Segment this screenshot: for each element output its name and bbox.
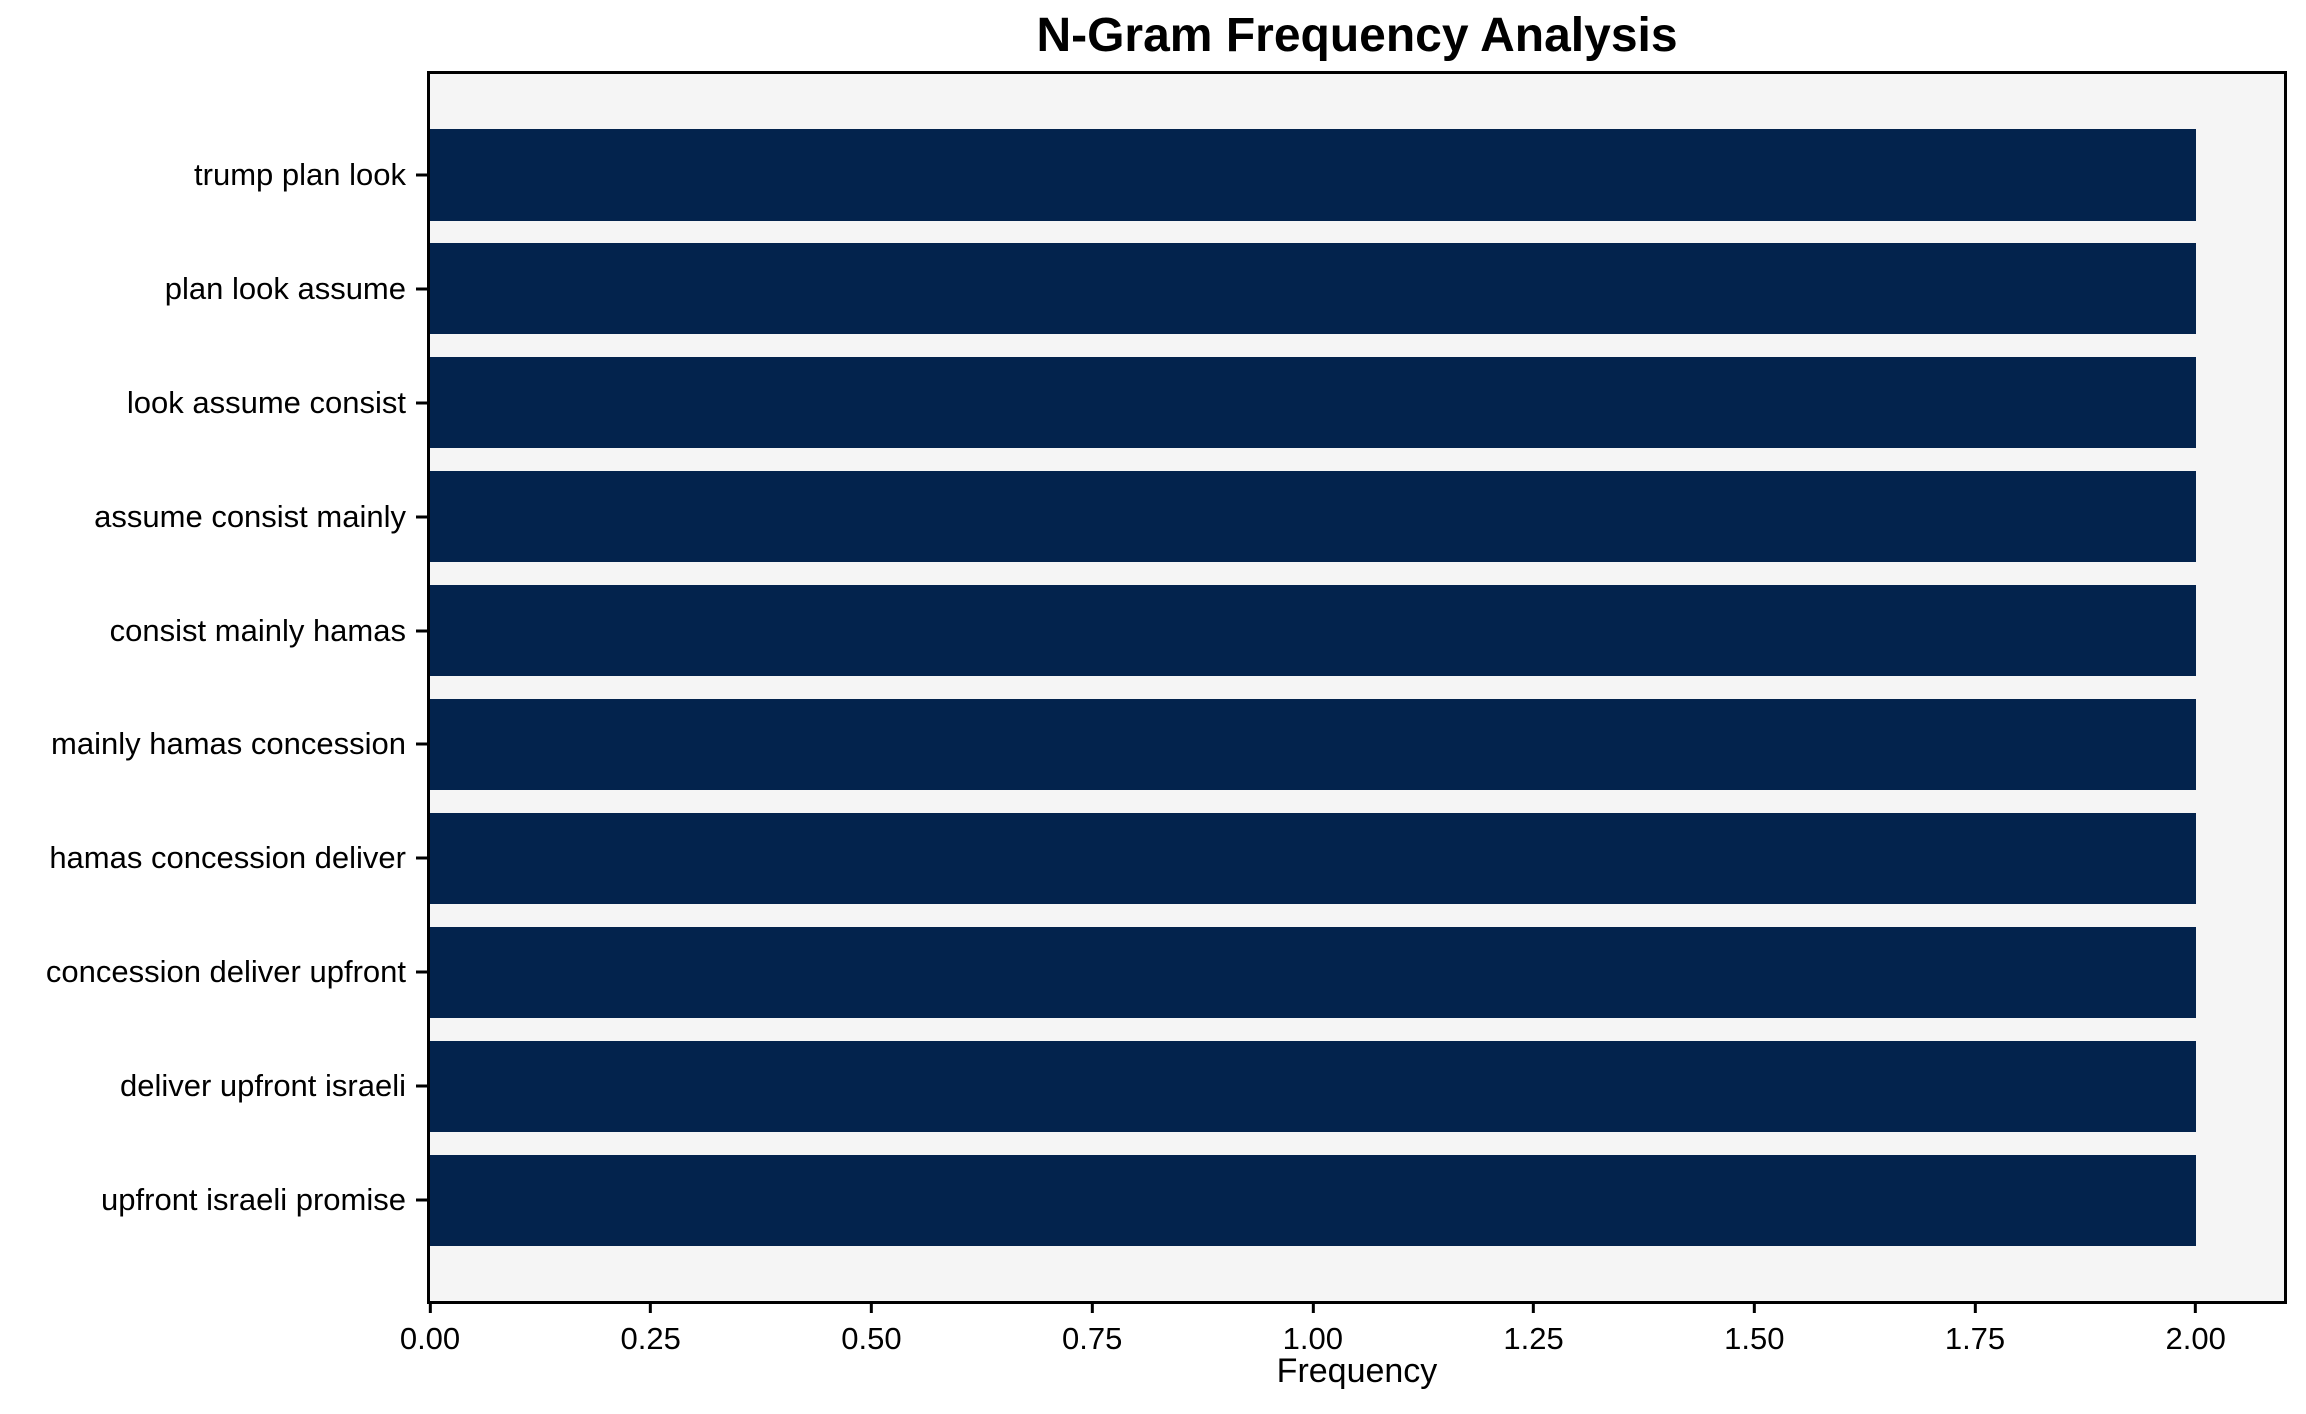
bar bbox=[430, 812, 2196, 904]
y-tick-mark bbox=[416, 629, 430, 633]
x-tick: 1.75 bbox=[1945, 1301, 2005, 1357]
bar-row: concession deliver upfront bbox=[46, 915, 2284, 1029]
x-tick: 1.00 bbox=[1283, 1301, 1343, 1357]
bar bbox=[430, 698, 2196, 791]
bar bbox=[430, 129, 2196, 221]
y-tick-mark bbox=[416, 742, 430, 746]
x-tick-mark bbox=[428, 1301, 432, 1313]
y-tick-label: concession deliver upfront bbox=[45, 954, 406, 990]
bar-row: hamas concession deliver bbox=[49, 801, 2284, 915]
y-tick-label: plan look assume bbox=[164, 270, 406, 306]
x-tick: 0.75 bbox=[1062, 1301, 1122, 1357]
x-tick-mark bbox=[2194, 1301, 2198, 1313]
y-tick-label: assume consist mainly bbox=[94, 498, 406, 534]
x-tick: 0.50 bbox=[841, 1301, 902, 1357]
bar bbox=[430, 1154, 2196, 1246]
y-tick-mark bbox=[416, 970, 430, 974]
bar bbox=[430, 357, 2196, 449]
bar-rows: trump plan look plan look assume look assu… bbox=[46, 74, 2284, 1301]
y-tick-mark bbox=[416, 173, 430, 177]
x-tick-mark bbox=[869, 1301, 873, 1313]
y-tick-mark bbox=[416, 287, 430, 291]
bar-row: consist mainly hamas bbox=[110, 574, 2284, 688]
bar-row: mainly hamas concession bbox=[51, 688, 2284, 802]
y-tick-label: trump plan look bbox=[194, 156, 406, 192]
bar-row: plan look assume bbox=[165, 232, 2284, 346]
x-tick: 0.25 bbox=[621, 1301, 681, 1357]
y-tick-mark bbox=[416, 401, 430, 405]
y-tick-label: consist mainly hamas bbox=[109, 612, 406, 648]
x-tick-mark bbox=[1532, 1301, 1536, 1313]
bar-row: upfront israeli promise bbox=[101, 1143, 2284, 1257]
y-tick-label: mainly hamas concession bbox=[51, 726, 406, 762]
bar bbox=[430, 926, 2196, 1018]
x-tick-mark bbox=[1090, 1301, 1094, 1313]
bar bbox=[430, 243, 2196, 335]
bar bbox=[430, 585, 2196, 677]
y-tick-label: deliver upfront israeli bbox=[119, 1068, 406, 1104]
x-axis-label: Frequency bbox=[1276, 1352, 1438, 1390]
plot-area: trump plan look plan look assume look assu… bbox=[46, 71, 2287, 1356]
bar-row: trump plan look bbox=[194, 118, 2284, 232]
bar-row: deliver upfront israeli bbox=[120, 1029, 2284, 1143]
y-tick-mark bbox=[416, 1084, 430, 1088]
x-tick-mark bbox=[1311, 1301, 1315, 1313]
x-tick: 2.00 bbox=[2166, 1301, 2226, 1357]
x-tick: 0.00 bbox=[400, 1301, 460, 1357]
chart-title: N-Gram Frequency Analysis bbox=[1036, 9, 1678, 62]
bar bbox=[430, 1040, 2196, 1132]
x-tick-mark bbox=[1973, 1301, 1977, 1313]
y-tick-mark bbox=[416, 1198, 430, 1202]
x-tick: 1.50 bbox=[1724, 1301, 1784, 1357]
bar bbox=[430, 471, 2196, 563]
bar-row: look assume consist bbox=[127, 346, 2284, 460]
y-tick-mark bbox=[416, 856, 430, 860]
y-tick-label: hamas concession deliver bbox=[49, 840, 406, 876]
x-tick-mark bbox=[649, 1301, 653, 1313]
x-tick-mark bbox=[1752, 1301, 1756, 1313]
x-tick: 1.25 bbox=[1503, 1301, 1564, 1357]
y-tick-label: upfront israeli promise bbox=[101, 1182, 406, 1218]
y-tick-mark bbox=[416, 515, 430, 519]
bar-row: assume consist mainly bbox=[94, 460, 2284, 574]
y-tick-label: look assume consist bbox=[126, 384, 406, 420]
